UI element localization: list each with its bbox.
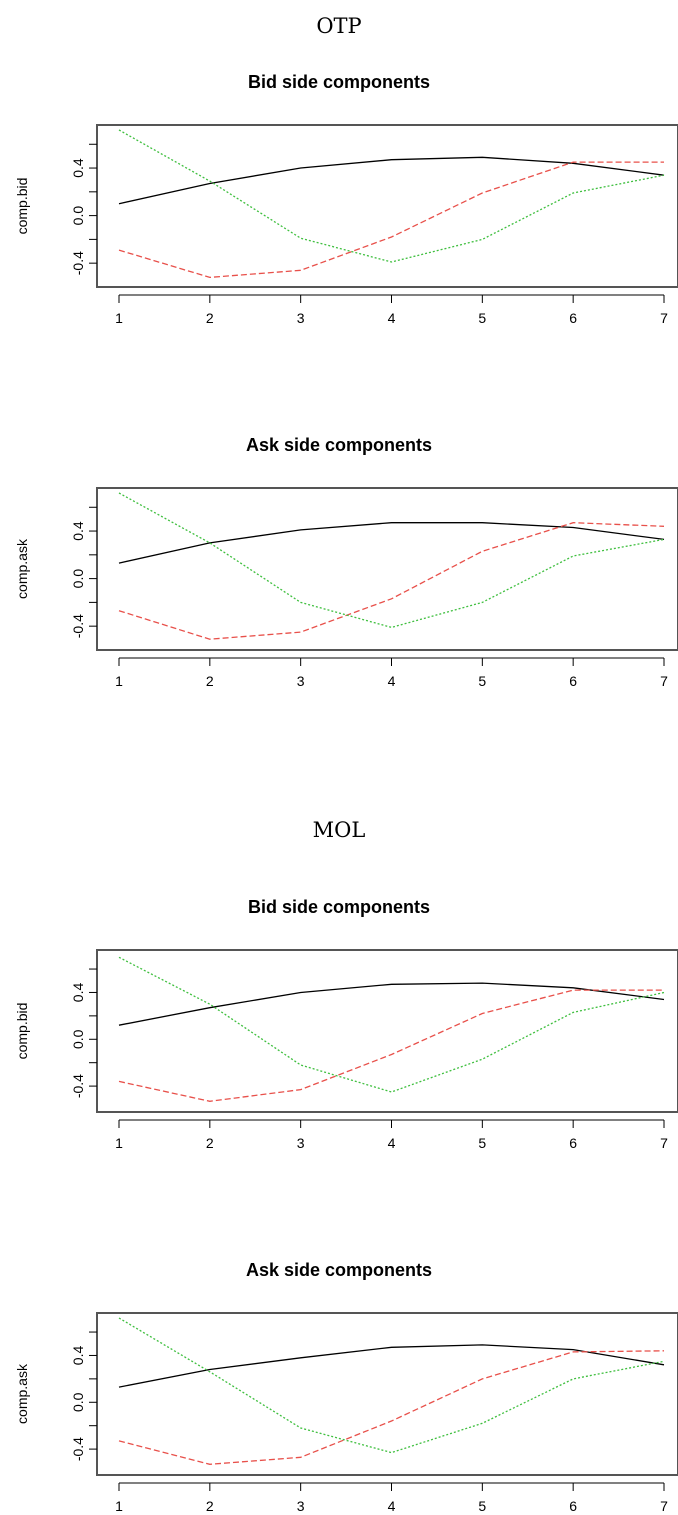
chart-otp-bid: -0.4 0.0 0.4 comp.bid 1 2 3 4 5 6 7 bbox=[14, 124, 678, 326]
x-tick-label: 2 bbox=[206, 1135, 214, 1151]
chart-title-mol-bid: Bid side components bbox=[247, 897, 431, 917]
series-line-3 bbox=[118, 492, 665, 629]
x-tick-label: 1 bbox=[115, 310, 123, 326]
chart-mol-bid: -0.4 0.0 0.4 comp.bid 1 2 3 4 5 6 7 bbox=[14, 949, 678, 1151]
chart-otp-ask: -0.4 0.0 0.4 comp.ask 1 2 3 4 5 6 7 bbox=[14, 487, 678, 689]
y-tick-label: 0.0 bbox=[70, 206, 86, 226]
y-axis-label: comp.ask bbox=[14, 538, 30, 599]
x-tick-label: 5 bbox=[478, 1135, 486, 1151]
series-line-3 bbox=[118, 1317, 665, 1454]
series-line-3 bbox=[118, 956, 665, 1093]
series-line-1 bbox=[118, 522, 665, 564]
y-axis-label: comp.bid bbox=[14, 1003, 30, 1060]
y-tick-label: -0.4 bbox=[70, 1437, 86, 1461]
y-tick-label: 0.4 bbox=[70, 1346, 86, 1366]
series-line-2 bbox=[118, 989, 664, 1102]
x-tick-label: 7 bbox=[660, 310, 668, 326]
y-axis-label: comp.ask bbox=[14, 1363, 30, 1424]
x-tick-label: 4 bbox=[388, 1135, 396, 1151]
series-line-2 bbox=[118, 522, 665, 640]
x-tick-label: 6 bbox=[569, 1498, 577, 1514]
chart-title-otp-ask: Ask side components bbox=[245, 435, 433, 455]
x-tick-label: 3 bbox=[297, 310, 305, 326]
series-line-1 bbox=[118, 1344, 665, 1388]
y-tick-label: -0.4 bbox=[70, 614, 86, 638]
x-tick-label: 3 bbox=[297, 1135, 305, 1151]
y-tick-label: 0.0 bbox=[70, 1029, 86, 1049]
plot-frame bbox=[96, 1312, 678, 1476]
x-tick-label: 5 bbox=[478, 1498, 486, 1514]
x-tick-label: 5 bbox=[478, 673, 486, 689]
x-tick-label: 3 bbox=[297, 673, 305, 689]
chart-mol-ask: -0.4 0.0 0.4 comp.ask 1 2 3 4 5 6 7 bbox=[14, 1312, 678, 1514]
y-axis-label: comp.bid bbox=[14, 178, 30, 235]
section-title-otp: OTP bbox=[316, 14, 362, 38]
series-line-1 bbox=[118, 156, 665, 205]
y-tick-label: 0.4 bbox=[70, 983, 86, 1003]
y-tick-label: 0.0 bbox=[70, 569, 86, 589]
x-tick-label: 4 bbox=[388, 673, 396, 689]
x-tick-label: 7 bbox=[660, 1498, 668, 1514]
y-tick-label: 0.4 bbox=[70, 521, 86, 541]
series-line-3 bbox=[118, 129, 665, 263]
x-tick-label: 6 bbox=[569, 673, 577, 689]
x-tick-label: 3 bbox=[297, 1498, 305, 1514]
x-tick-label: 6 bbox=[569, 310, 577, 326]
plot-frame bbox=[96, 487, 678, 651]
section-title-mol: MOL bbox=[312, 818, 366, 842]
series-line-2 bbox=[118, 1350, 665, 1465]
x-tick-label: 1 bbox=[115, 673, 123, 689]
y-tick-label: -0.4 bbox=[70, 1074, 86, 1098]
series-line-1 bbox=[118, 982, 665, 1026]
x-tick-label: 4 bbox=[388, 1498, 396, 1514]
x-tick-label: 1 bbox=[115, 1135, 123, 1151]
x-tick-label: 2 bbox=[206, 673, 214, 689]
x-tick-label: 2 bbox=[206, 1498, 214, 1514]
x-tick-label: 7 bbox=[660, 1135, 668, 1151]
chart-title-mol-ask: Ask side components bbox=[245, 1260, 433, 1280]
x-tick-label: 6 bbox=[569, 1135, 577, 1151]
x-tick-label: 7 bbox=[660, 673, 668, 689]
y-tick-label: -0.4 bbox=[70, 251, 86, 275]
x-tick-label: 4 bbox=[388, 310, 396, 326]
y-tick-label: 0.0 bbox=[70, 1392, 86, 1412]
y-tick-label: 0.4 bbox=[70, 158, 86, 178]
x-tick-label: 1 bbox=[115, 1498, 123, 1514]
series-line-2 bbox=[118, 161, 664, 279]
x-tick-label: 2 bbox=[206, 310, 214, 326]
plot-frame bbox=[96, 124, 678, 288]
x-tick-label: 5 bbox=[478, 310, 486, 326]
chart-title-otp-bid: Bid side components bbox=[247, 72, 431, 92]
plot-frame bbox=[96, 949, 678, 1113]
